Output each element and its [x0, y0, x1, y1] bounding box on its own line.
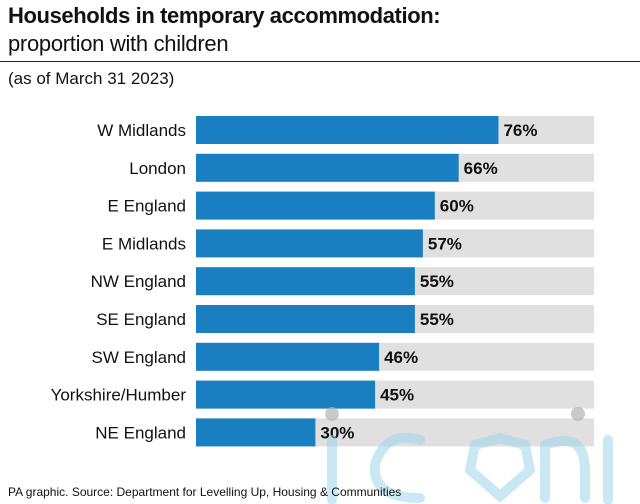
category-label: London — [129, 159, 186, 178]
bar — [196, 342, 380, 371]
bar — [196, 418, 316, 447]
chart-title: Households in temporary accommodation: — [8, 3, 441, 28]
value-label: 45% — [380, 386, 414, 405]
value-label: 55% — [420, 272, 454, 291]
date-note: (as of March 31 2023) — [8, 69, 175, 88]
value-label: 57% — [428, 234, 462, 253]
category-label: W Midlands — [97, 121, 186, 140]
value-label: 55% — [420, 310, 454, 329]
value-label: 60% — [440, 197, 474, 216]
value-label: 76% — [503, 121, 537, 140]
bar — [196, 229, 423, 258]
value-label: 30% — [320, 423, 354, 442]
title-divider — [0, 61, 640, 62]
bar — [196, 267, 415, 296]
source-note: PA graphic. Source: Department for Level… — [8, 485, 402, 499]
category-label: SW England — [92, 348, 187, 367]
bar — [196, 380, 376, 409]
chart-subtitle: proportion with children — [8, 31, 229, 56]
category-label: SE England — [96, 310, 186, 329]
category-label: E Midlands — [102, 234, 186, 253]
bar — [196, 116, 499, 144]
value-label: 46% — [384, 348, 418, 367]
category-label: NE England — [95, 423, 186, 442]
bar — [196, 305, 415, 333]
bar — [196, 153, 459, 182]
bar — [196, 191, 435, 220]
category-label: Yorkshire/Humber — [51, 386, 187, 405]
category-label: E England — [108, 197, 186, 216]
value-label: 66% — [464, 159, 498, 178]
category-label: NW England — [91, 272, 186, 291]
